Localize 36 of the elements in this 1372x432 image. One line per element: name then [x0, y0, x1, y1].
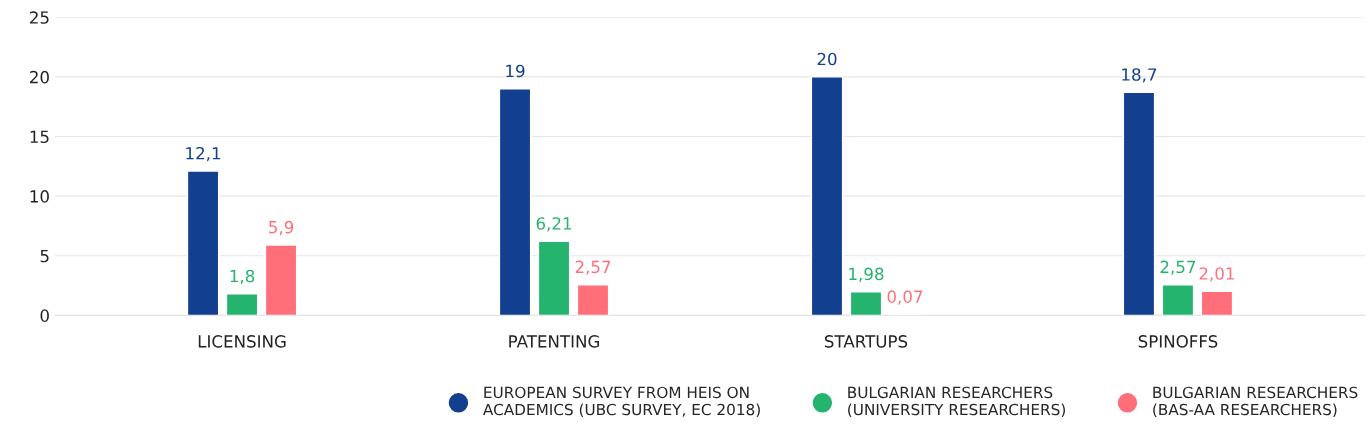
bar: [1122, 91, 1156, 316]
data-label: 0,07: [887, 290, 923, 305]
data-label: 20: [817, 52, 837, 66]
y-tick-label: 15: [30, 130, 49, 144]
x-tick-label: PATENTING: [509, 335, 600, 348]
bar: [576, 284, 610, 316]
data-label: 18,7: [1122, 68, 1157, 83]
data-label: 1,8: [230, 269, 255, 285]
data-label: 2,01: [1199, 267, 1234, 282]
legend-label: BULGARIAN RESEARCHERS (UNIVERSITY RESEARCHERS): [848, 386, 1065, 418]
bar: [1161, 284, 1195, 316]
bar: [225, 293, 259, 316]
bar: [186, 170, 220, 316]
data-label: 1,98: [849, 267, 884, 282]
legend-label: BULGARIAN RESEARCHERS (BAS-AA RESEARCHERS): [1153, 386, 1358, 418]
x-tick-label: SPINOFFS: [1138, 335, 1218, 348]
bar: [264, 244, 298, 316]
y-tick-label: 25: [30, 11, 49, 24]
data-label: 2,57: [1160, 260, 1196, 275]
bar: [810, 76, 844, 316]
data-label: 5,9: [269, 220, 294, 236]
y-tick-label: 5: [40, 249, 49, 263]
legend-label: EUROPEAN SURVEY FROM HEIS ON ACADEMICS (UBC SURVEY, EC 2018): [483, 386, 760, 418]
bar: [498, 88, 532, 316]
data-label: 12,1: [186, 146, 221, 162]
x-tick-label: LICENSING: [198, 335, 286, 348]
y-tick-label: 20: [30, 70, 49, 84]
data-label: 2,57: [575, 260, 611, 275]
data-label: 19: [506, 64, 525, 78]
data-label: 6,21: [536, 217, 572, 232]
bar: [849, 291, 883, 316]
y-tick-label: 10: [30, 190, 49, 203]
y-tick-label: 0: [40, 309, 49, 322]
bar: [537, 240, 571, 316]
x-tick-label: STARTUPS: [824, 335, 908, 348]
bar: [1200, 290, 1234, 316]
